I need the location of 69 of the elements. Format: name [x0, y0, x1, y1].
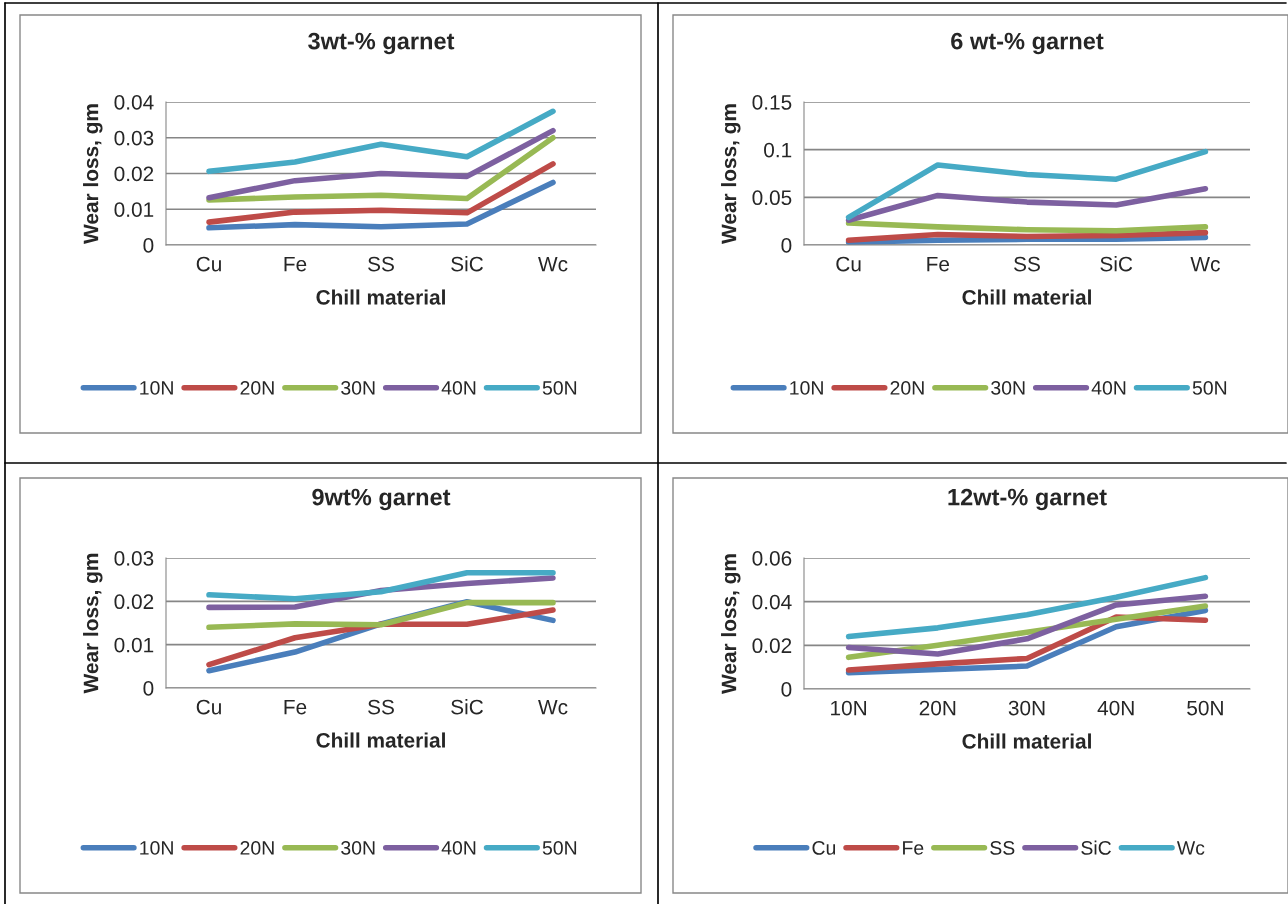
legend-label: Cu — [812, 841, 836, 855]
y-tick-label: 0.02 — [114, 594, 154, 610]
x-tick-label: Fe — [284, 256, 307, 272]
y-tick-label: 0.02 — [114, 166, 154, 182]
legend-label: 50N — [542, 841, 577, 855]
legend-label: 50N — [542, 381, 577, 395]
x-tick-label: Fe — [927, 256, 950, 272]
x-tick-label: Wc — [1190, 256, 1220, 272]
legend-label: 30N — [991, 381, 1025, 395]
legend-label: SiC — [1081, 840, 1111, 855]
x-tick-label: 30N — [1008, 700, 1045, 716]
y-tick-label: 0 — [781, 682, 792, 697]
y-axis-title: Wear loss, gm — [721, 554, 741, 694]
y-tick-label: 0.02 — [752, 638, 792, 654]
y-tick-label: 0.05 — [752, 190, 792, 206]
legend-label: 50N — [1192, 381, 1227, 395]
x-axis-title: Chill material — [962, 289, 1091, 305]
x-axis-title: Chill material — [316, 732, 445, 748]
y-tick-label: 0.01 — [114, 202, 154, 217]
x-tick-label: SiC — [451, 256, 483, 272]
legend-label: 20N — [890, 381, 924, 395]
legend-label: 40N — [441, 381, 476, 395]
x-tick-label: Cu — [196, 699, 221, 715]
legend-label: 30N — [341, 381, 375, 395]
chart-title: 3wt-% garnet — [308, 32, 455, 55]
y-tick-label: 0 — [143, 238, 154, 253]
legend-label: Wc — [1176, 841, 1205, 855]
x-tick-label: SiC — [451, 699, 483, 715]
y-tick-label: 0 — [781, 238, 792, 253]
x-tick-label: SS — [1014, 256, 1040, 272]
legend-label: SS — [990, 841, 1015, 855]
x-tick-label: 50N — [1187, 700, 1223, 716]
x-tick-label: Wc — [538, 699, 568, 715]
chart-title: 9wt% garnet — [312, 488, 451, 511]
y-axis-title: Wear loss, gm — [721, 104, 741, 244]
x-tick-label: Wc — [538, 256, 568, 272]
legend-label: 40N — [1091, 381, 1126, 395]
y-tick-label: 0.04 — [114, 95, 154, 110]
y-tick-label: 0.01 — [114, 637, 154, 653]
x-tick-label: SiC — [1100, 256, 1133, 272]
x-axis-title: Chill material — [316, 289, 445, 305]
y-tick-label: 0.03 — [114, 551, 154, 566]
x-tick-label: SS — [368, 256, 394, 272]
x-tick-label: 10N — [831, 700, 867, 716]
legend-label: 30N — [341, 841, 375, 855]
legend-label: 40N — [441, 841, 476, 855]
legend-label: Fe — [903, 841, 924, 855]
x-tick-label: SS — [368, 699, 394, 715]
x-tick-label: 40N — [1097, 700, 1134, 716]
legend-label: 10N — [790, 381, 823, 395]
chart-title: 12wt-% garnet — [948, 488, 1107, 511]
y-tick-label: 0 — [143, 681, 154, 696]
y-tick-label: 0.06 — [752, 551, 792, 566]
x-tick-label: Fe — [284, 699, 307, 715]
legend-label: 10N — [140, 381, 173, 395]
legend-label: 20N — [240, 381, 274, 395]
y-tick-label: 0.04 — [752, 594, 792, 610]
y-axis-title: Wear loss, gm — [83, 553, 103, 694]
x-tick-label: 20N — [919, 700, 956, 716]
x-axis-title: Chill material — [962, 733, 1091, 749]
y-tick-label: 0.15 — [752, 95, 792, 110]
y-tick-label: 0.03 — [114, 130, 154, 146]
legend-label: 10N — [140, 841, 173, 855]
x-tick-label: Cu — [196, 256, 221, 272]
y-tick-label: 0.1 — [764, 142, 792, 158]
y-axis-title: Wear loss, gm — [83, 104, 103, 244]
x-tick-label: Cu — [836, 256, 861, 272]
legend-label: 20N — [240, 841, 274, 855]
chart-title: 6 wt-% garnet — [951, 32, 1104, 55]
